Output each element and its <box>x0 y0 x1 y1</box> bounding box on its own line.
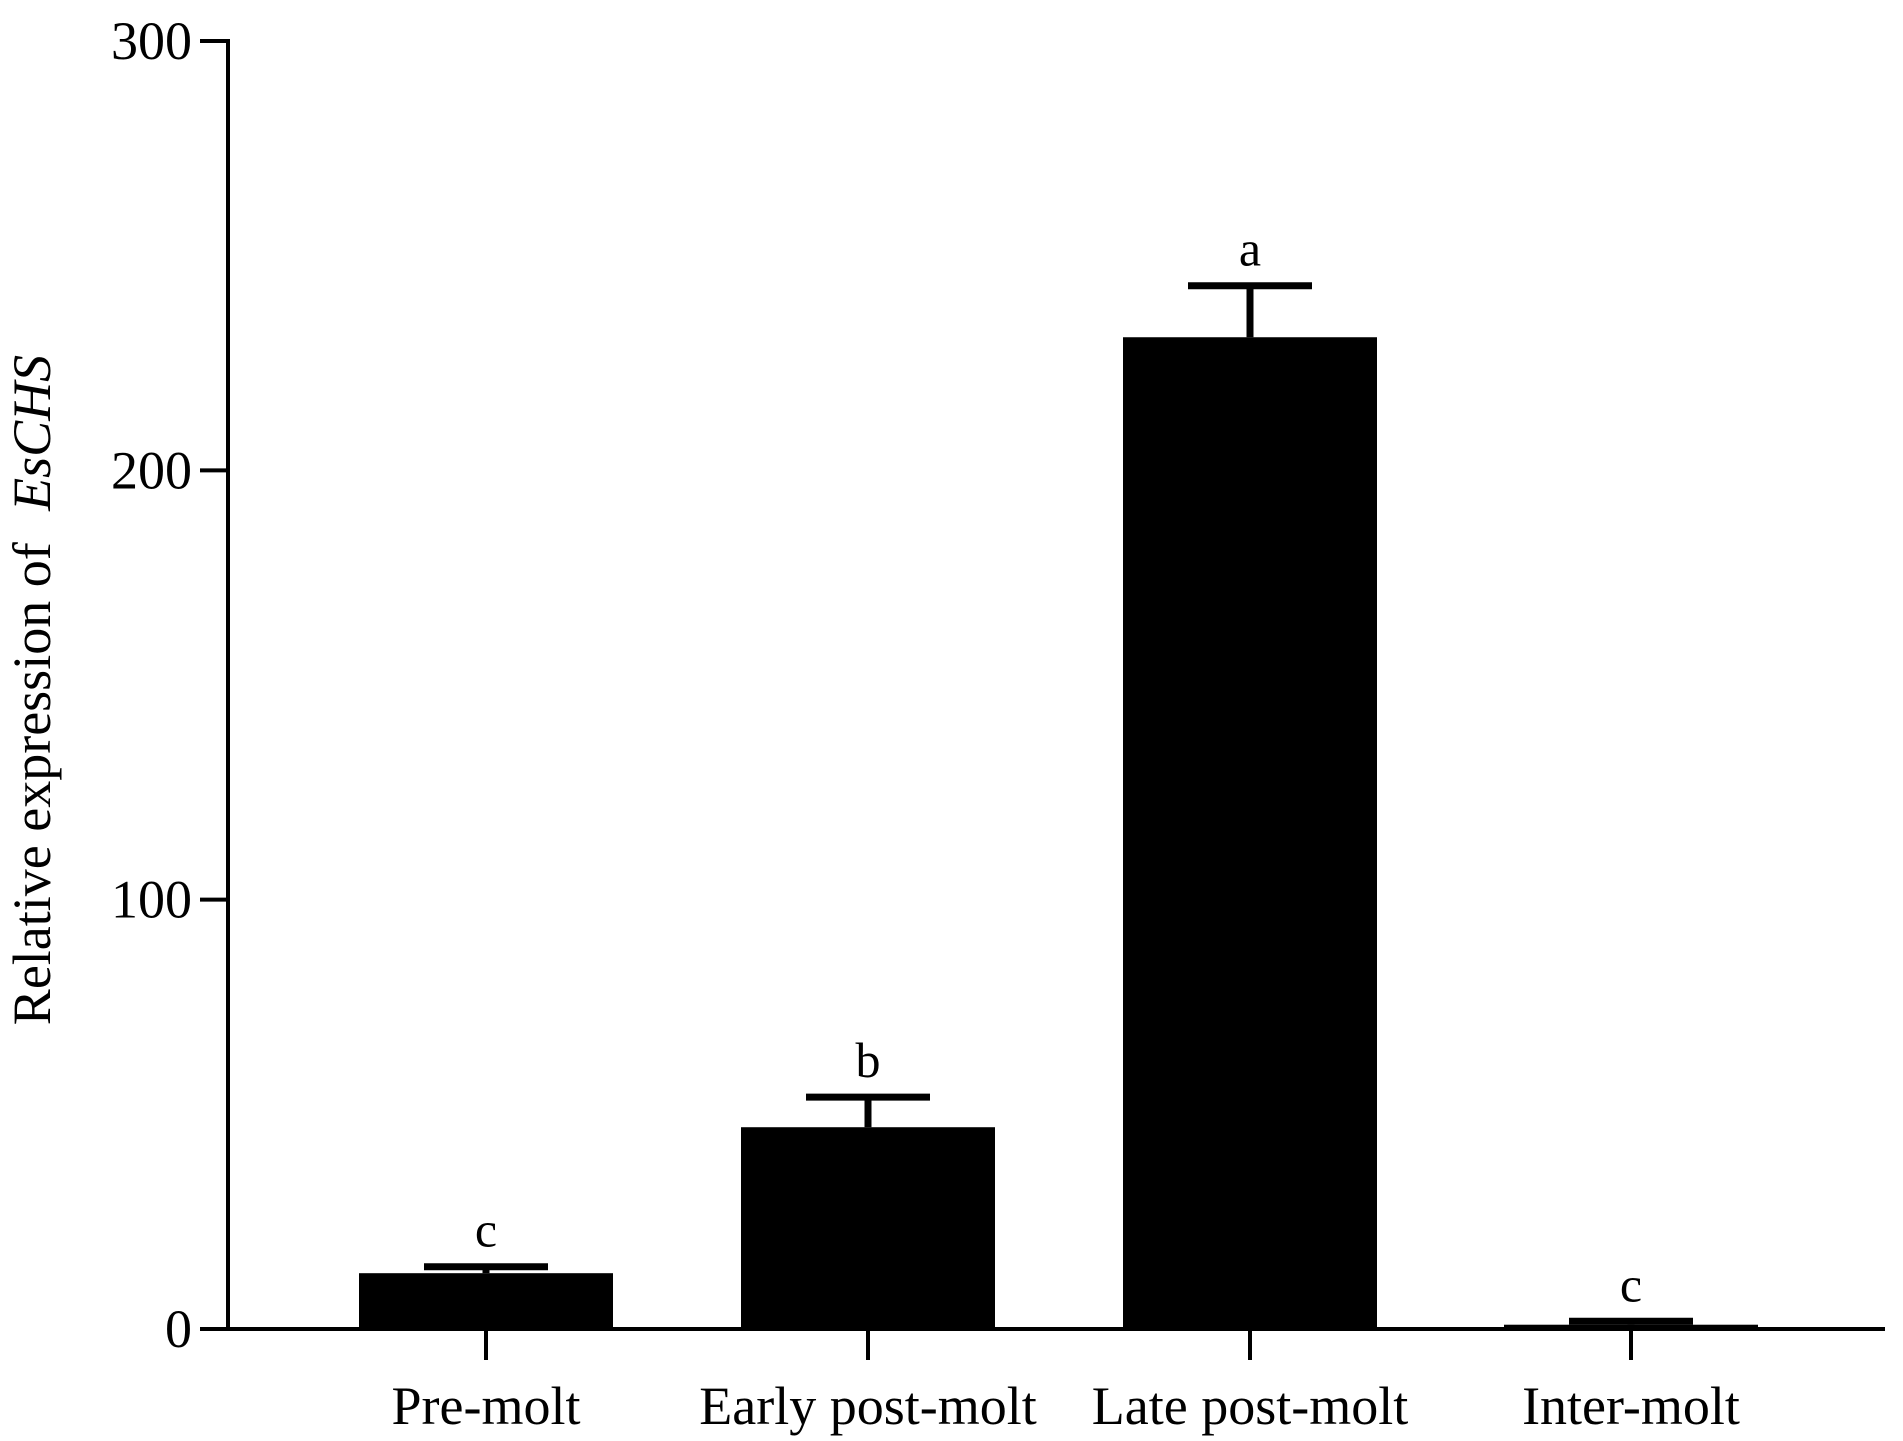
bar-pre-molt <box>359 1273 613 1329</box>
y-tick-label-300: 300 <box>111 11 192 71</box>
bar-inter-molt <box>1504 1324 1758 1329</box>
significance-label-late-post-molt: a <box>1239 221 1261 277</box>
y-tick-label-100: 100 <box>111 870 192 930</box>
axes <box>200 39 1885 1360</box>
bar-early-post-molt <box>741 1127 995 1329</box>
significance-label-early-post-molt: b <box>856 1032 881 1088</box>
bar-late-post-molt <box>1123 337 1377 1329</box>
x-tick-label-pre-molt: Pre-molt <box>392 1376 581 1436</box>
y-axis-label-prefix: Relative expression of <box>2 542 62 1025</box>
y-axis-label-gene: EsCHS <box>2 355 62 512</box>
bars <box>359 282 1758 1329</box>
y-axis-label: Relative expression of EsCHS <box>2 355 62 1025</box>
x-tick-label-late-post-molt: Late post-molt <box>1092 1376 1408 1436</box>
labels: 0 100 200 300 Pre-molt c Early post-molt b Late … <box>111 11 1740 1436</box>
y-tick-label-200: 200 <box>111 440 192 500</box>
x-tick-label-inter-molt: Inter-molt <box>1522 1376 1740 1436</box>
significance-label-pre-molt: c <box>475 1202 497 1258</box>
x-tick-label-early-post-molt: Early post-molt <box>699 1376 1036 1436</box>
y-tick-label-0: 0 <box>165 1299 192 1359</box>
significance-label-inter-molt: c <box>1620 1256 1642 1312</box>
